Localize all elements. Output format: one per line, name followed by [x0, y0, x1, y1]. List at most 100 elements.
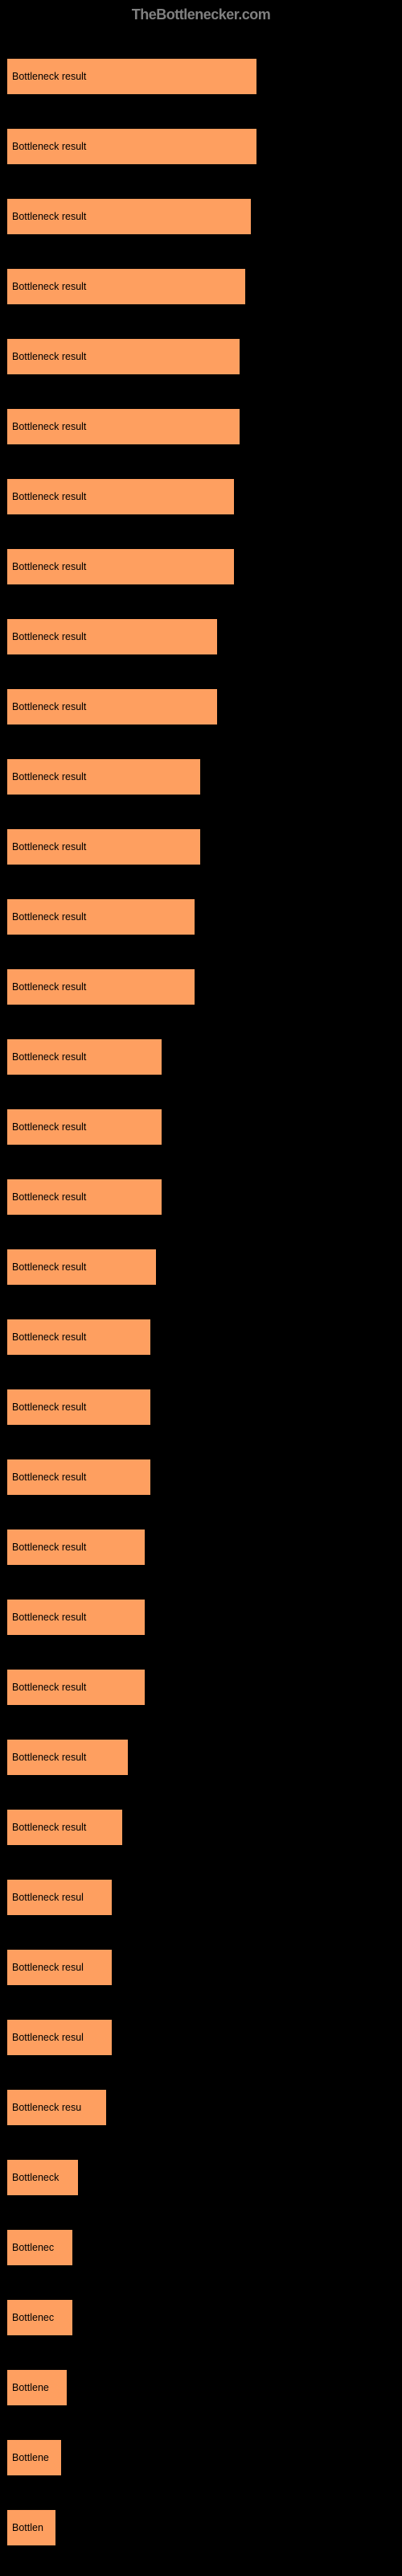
- bar-label: Bottleneck result: [7, 631, 86, 642]
- bar-value: 35%: [203, 771, 224, 782]
- chart-row: Bottleneck result 42%: [6, 313, 396, 383]
- bar-value: 45%: [260, 71, 280, 82]
- bar: Bottleneck result42%: [6, 338, 240, 375]
- bar: Bottleneck result28%: [6, 1108, 162, 1146]
- bar-value: 21%: [125, 1822, 146, 1833]
- chart-row: Bottleneck result 26%: [6, 1294, 396, 1364]
- bar-label: Bottleneck result: [7, 421, 86, 432]
- chart-row: Bottleneck result26%: [6, 1364, 396, 1434]
- bar: Bottleneck result22%: [6, 1739, 129, 1776]
- bar-value: 25%: [148, 1682, 168, 1693]
- bar-label: Bottleneck result: [7, 1402, 86, 1413]
- bar: Bottleneck result25%: [6, 1599, 146, 1636]
- bar-value: 25%: [148, 1542, 168, 1553]
- bar-value: 35%: [203, 841, 224, 852]
- bar-value: 42%: [243, 351, 263, 362]
- chart-row: Bottleneck resu18%: [6, 2064, 396, 2134]
- bar-value: 28%: [165, 1051, 185, 1063]
- bar: Bottleneck result34%: [6, 898, 195, 935]
- bar-value: 13%: [81, 2172, 101, 2183]
- bar: Bottleneck result25%: [6, 1529, 146, 1566]
- bar: Bottleneck result21%: [6, 1809, 123, 1846]
- bar: Bottleneck result43%: [6, 268, 246, 305]
- bar: Bottleneck result38%: [6, 688, 218, 725]
- bar-label: Bottleneck result: [7, 141, 86, 152]
- chart-row: Bottleneck result 28%: [6, 1013, 396, 1084]
- bar-label: Bottleneck result: [7, 1472, 86, 1483]
- bar: Bottleneck result28%: [6, 1179, 162, 1216]
- bar-value: 38%: [220, 701, 240, 712]
- bar-label: Bottleneck result: [7, 911, 86, 923]
- bar-label: Bottleneck result: [7, 771, 86, 782]
- bar-label: Bottleneck result: [7, 281, 86, 292]
- chart-row: Bottleneck result45%: [6, 33, 396, 103]
- bar-value: 18%: [109, 2102, 129, 2113]
- chart-row: Bottleneck result34%: [6, 943, 396, 1013]
- chart-row: Bottleneck result 41%: [6, 523, 396, 593]
- chart-row: Bottleneck resul 19%: [6, 1854, 396, 1924]
- chart-row: Bottleneck result35%: [6, 803, 396, 873]
- bar-value: 19%: [115, 1892, 135, 1903]
- chart-row: Bottleneck result28%: [6, 1084, 396, 1154]
- bar: Bottleneck result38%: [6, 618, 218, 655]
- bar-label: Bottleneck result: [7, 491, 86, 502]
- bar-value: 43%: [248, 281, 269, 292]
- bar-value: 41%: [237, 561, 257, 572]
- bar-label: Bottleneck result: [7, 351, 86, 362]
- bar: Bottleneck result41%: [6, 478, 235, 515]
- bar-label: Bottleneck result: [7, 561, 86, 572]
- bar: Bottleneck resul19%: [6, 1879, 113, 1916]
- bar-label: Bottleneck resul: [7, 1892, 84, 1903]
- chart-row: Bottlenec12%: [6, 2274, 396, 2344]
- bar: Bottleneck result27%: [6, 1249, 157, 1286]
- chart-row: Bottleneck resul 19%: [6, 1994, 396, 2064]
- bar-value: 12%: [76, 2242, 96, 2253]
- bar: Bottlenec12%: [6, 2229, 73, 2266]
- bar: Bottleneck result26%: [6, 1319, 151, 1356]
- bar-label: Bottleneck result: [7, 1542, 86, 1553]
- bar: Bottleneck result42%: [6, 408, 240, 445]
- chart-row: Bottleneck result 41%: [6, 453, 396, 523]
- chart-row: Bottleneck result27%: [6, 1224, 396, 1294]
- bar: Bottleneck result34%: [6, 968, 195, 1005]
- bar-value: 27%: [159, 1261, 179, 1273]
- bar-label: Bottleneck result: [7, 701, 86, 712]
- bar-label: Bottleneck result: [7, 1822, 86, 1833]
- bar-value: 10%: [64, 2452, 84, 2463]
- bar-label: Bottleneck result: [7, 981, 86, 993]
- bar-label: Bottlen: [7, 2522, 43, 2533]
- bar-value: 34%: [198, 911, 218, 923]
- bar-value: 44%: [254, 211, 274, 222]
- chart-row: Bottleneck result 45%: [6, 103, 396, 173]
- chart-row: Bottlene 11%: [6, 2344, 396, 2414]
- bar-value: 45%: [260, 141, 280, 152]
- bar-value: 19%: [115, 2032, 135, 2043]
- bar: Bottleneck result45%: [6, 128, 257, 165]
- bar: Bottleneck result35%: [6, 758, 201, 795]
- bar: Bottleneck result28%: [6, 1038, 162, 1075]
- bar-label: Bottleneck: [7, 2172, 59, 2183]
- bar-value: 26%: [154, 1331, 174, 1343]
- bar: Bottleneck result41%: [6, 548, 235, 585]
- bar-label: Bottleneck result: [7, 1051, 86, 1063]
- bar-label: Bottleneck result: [7, 1121, 86, 1133]
- bar: Bottlenec12%: [6, 2299, 73, 2336]
- site-logo: TheBottlenecker.com: [6, 6, 396, 23]
- bar-label: Bottleneck result: [7, 1191, 86, 1203]
- bar-label: Bottlene: [7, 2382, 49, 2393]
- bottleneck-bar-chart: Bottleneck result 45% Bottleneck result 45%…: [6, 33, 396, 2554]
- bar: Bottleneck result45%: [6, 58, 257, 95]
- bar-value: 38%: [220, 631, 240, 642]
- chart-row: Bottleneck resul19%: [6, 1924, 396, 1994]
- bar-label: Bottleneck result: [7, 1331, 86, 1343]
- bar-value: 28%: [165, 1191, 185, 1203]
- bar-value: 42%: [243, 421, 263, 432]
- bar-value: 41%: [237, 491, 257, 502]
- bar: Bottlene11%: [6, 2369, 68, 2406]
- bar-value: 11%: [70, 2382, 89, 2393]
- chart-row: Bottleneck result 21%: [6, 1784, 396, 1854]
- bar-label: Bottleneck resul: [7, 2032, 84, 2043]
- chart-row: Bottleneck result 28%: [6, 1154, 396, 1224]
- chart-row: Bottleneck result 38%: [6, 663, 396, 733]
- bar: Bottleneck result25%: [6, 1669, 146, 1706]
